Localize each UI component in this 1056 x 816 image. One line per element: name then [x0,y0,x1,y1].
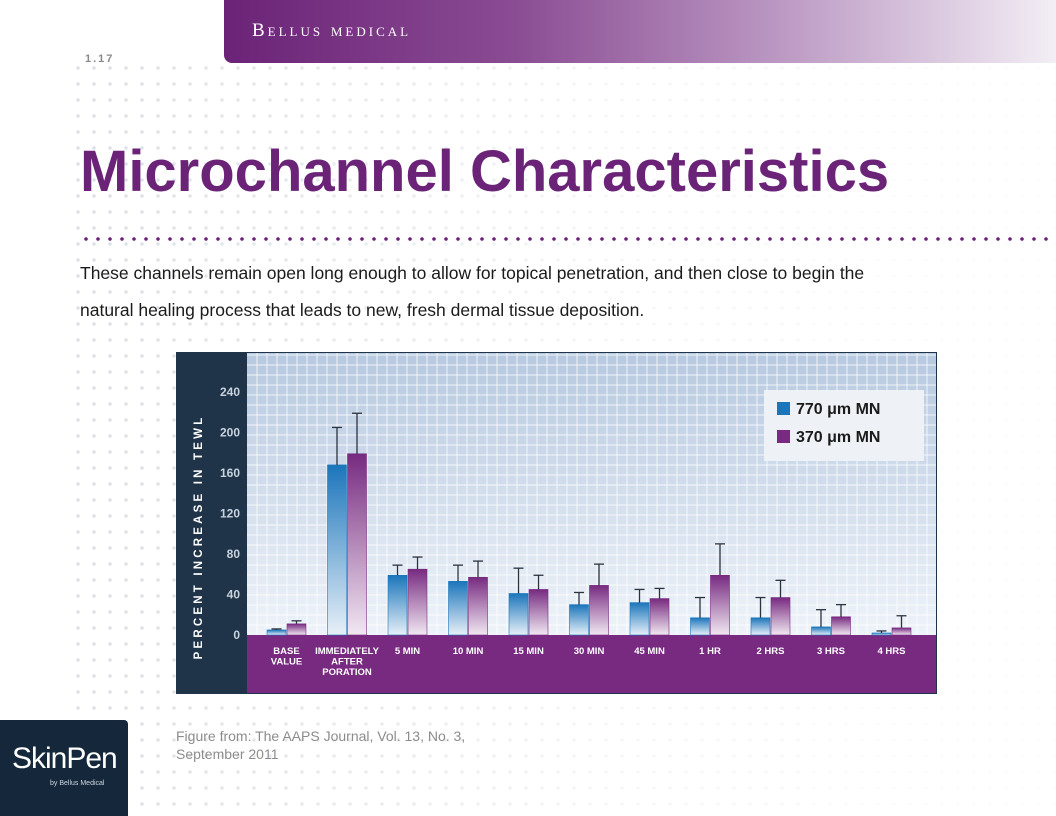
bar-770um [569,604,589,636]
figure-caption: Figure from: The AAPS Journal, Vol. 13, … [176,728,466,762]
bar-770um [871,632,892,636]
x-tick-label: 10 MIN [453,646,484,657]
y-tick-label: 40 [227,588,241,602]
bar-770um [448,581,468,636]
bar-770um [387,574,408,636]
skinpen-subtitle: by Bellus Medical [50,780,105,787]
bellus-medical-logo: Bellus medical [252,20,412,41]
bar-370um [407,568,428,636]
legend-label: 770 μm MN [796,401,880,418]
y-tick-label: 200 [220,426,240,440]
body-paragraph: These channels remain open long enough t… [80,263,865,320]
x-tick-label: 15 MIN [513,646,544,657]
y-axis-label: PERCENT INCREASE IN TEWL [193,415,205,660]
x-tick-label: 30 MIN [574,646,605,657]
bar-370um [649,598,670,636]
x-tick-label: IMMEDIATELY AFTER PORATION [315,646,380,678]
x-tick-label: 5 MIN [395,646,420,657]
x-tick-label: 45 MIN [634,646,665,657]
x-tick-label: 1 HR [699,646,721,657]
y-tick-label: 120 [220,507,240,521]
bar-370um [589,585,609,636]
header-banner: Bellus medical [224,0,1056,63]
legend-box [764,390,924,461]
y-tick-label: 80 [227,547,241,561]
x-tick-label: 3 HRS [817,646,845,657]
page-title: Microchannel Characteristics [80,139,890,204]
page-number: 1.17 [85,53,115,65]
x-tick-label: 2 HRS [757,646,785,657]
y-tick-label: 160 [220,466,240,480]
bar-370um [468,576,488,636]
category-band [247,635,936,693]
y-tick-label: 240 [220,385,240,399]
bar-370um [528,589,549,636]
bar-770um [266,629,287,636]
bar-370um [710,574,730,636]
bar-770um [811,626,831,636]
legend-label: 370 μm MN [796,429,880,446]
bar-370um [831,616,851,636]
x-tick-label: BASE VALUE [271,646,303,668]
skinpen-wordmark: SkinPen [12,742,118,775]
title-divider [80,236,1056,242]
bar-770um [629,602,650,636]
bar-770um [508,593,529,636]
y-tick-label: 0 [233,628,240,642]
tewl-chart: PERCENT INCREASE IN TEWL 0 40 80 120 160 200 2… [176,352,937,694]
bar-770um [327,464,347,636]
chart-svg: PERCENT INCREASE IN TEWL 0 40 80 120 160 200 2… [176,352,937,694]
legend-swatch [777,402,790,415]
skinpen-logo: SkinPen by Bellus Medical [0,720,128,816]
x-tick-label: 4 HRS [878,646,906,657]
bar-370um [286,623,307,636]
bar-370um [891,627,912,636]
bar-770um [750,617,771,636]
legend-swatch [777,430,790,443]
bar-370um [347,453,367,636]
bar-370um [770,597,791,636]
bar-770um [690,617,710,636]
